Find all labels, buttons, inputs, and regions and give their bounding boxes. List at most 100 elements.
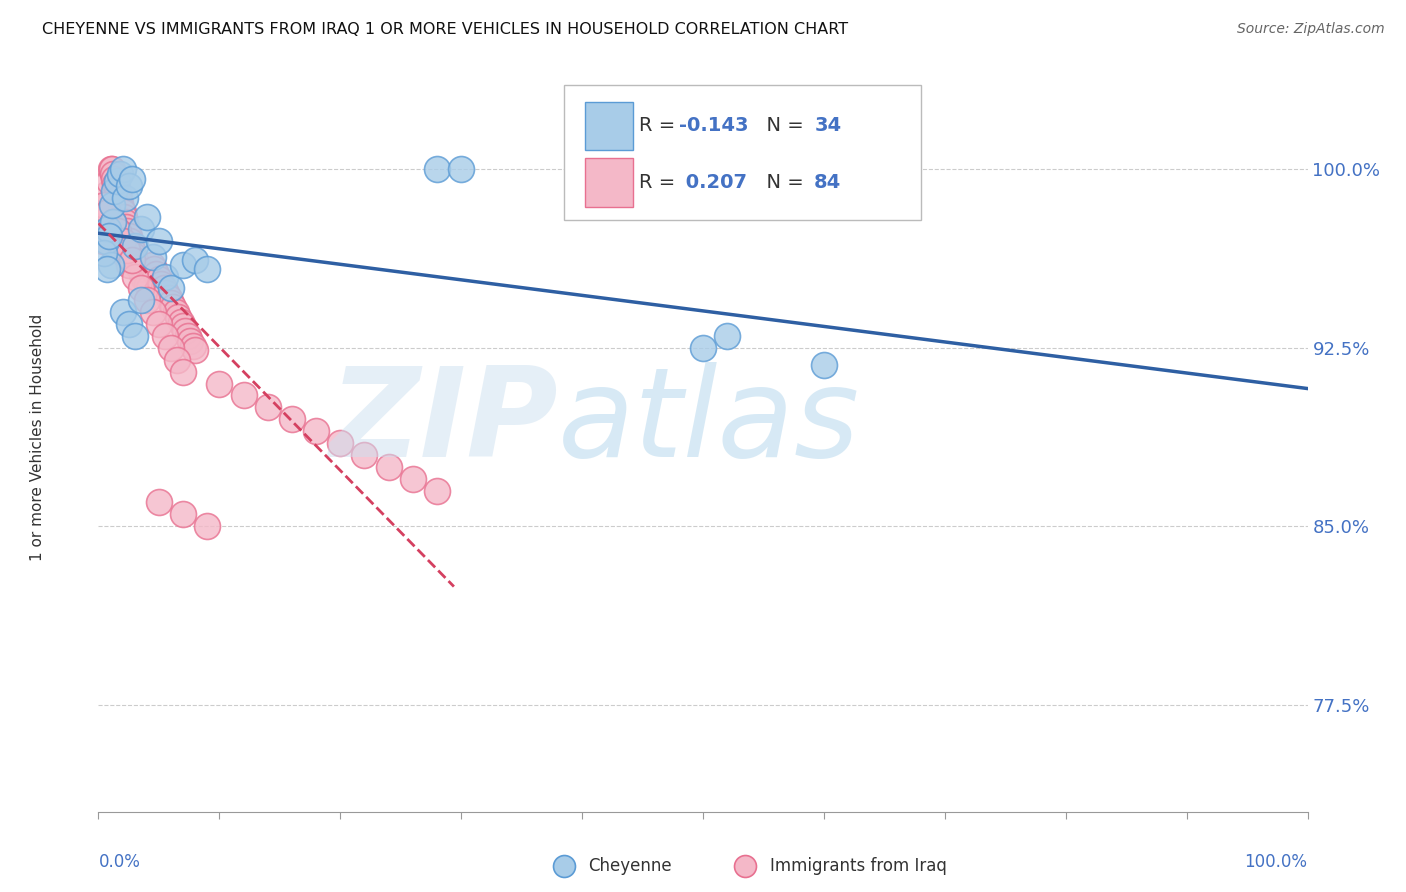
Immigrants from Iraq	[155, 286, 177, 301]
Text: 1 or more Vehicles in Household: 1 or more Vehicles in Household	[31, 313, 45, 561]
Immigrants from Iraq	[232, 388, 254, 402]
Immigrants from Iraq	[105, 234, 128, 248]
Cheyenne	[118, 179, 141, 194]
Cheyenne	[101, 215, 124, 229]
Cheyenne	[129, 293, 152, 308]
Cheyenne	[813, 358, 835, 372]
Immigrants from Iraq	[135, 293, 157, 308]
Cheyenne	[716, 329, 738, 343]
Immigrants from Iraq	[93, 198, 115, 212]
Immigrants from Iraq	[174, 324, 197, 338]
Text: -0.143: -0.143	[679, 117, 748, 136]
Text: 0.0%: 0.0%	[98, 853, 141, 871]
Text: 84: 84	[814, 173, 842, 192]
Cheyenne	[148, 234, 170, 248]
Immigrants from Iraq	[135, 277, 157, 291]
Cheyenne	[121, 172, 143, 186]
Text: N =: N =	[754, 173, 810, 192]
Text: Source: ZipAtlas.com: Source: ZipAtlas.com	[1237, 22, 1385, 37]
Immigrants from Iraq	[122, 248, 145, 262]
Immigrants from Iraq	[120, 238, 142, 252]
Immigrants from Iraq	[172, 508, 194, 522]
Immigrants from Iraq	[94, 210, 117, 224]
Immigrants from Iraq	[281, 412, 304, 426]
Immigrants from Iraq	[195, 519, 218, 533]
Immigrants from Iraq	[96, 198, 118, 212]
Immigrants from Iraq	[165, 305, 187, 319]
Immigrants from Iraq	[256, 401, 278, 415]
Immigrants from Iraq	[305, 424, 328, 438]
Immigrants from Iraq	[117, 244, 139, 258]
Immigrants from Iraq	[93, 222, 115, 236]
Cheyenne	[98, 229, 121, 244]
Immigrants from Iraq	[117, 224, 139, 238]
Immigrants from Iraq	[181, 338, 204, 352]
Immigrants from Iraq	[153, 329, 176, 343]
Text: R =: R =	[638, 117, 682, 136]
Immigrants from Iraq	[124, 269, 146, 284]
Immigrants from Iraq	[107, 224, 129, 238]
Immigrants from Iraq	[167, 310, 190, 324]
Immigrants from Iraq	[127, 258, 149, 272]
Immigrants from Iraq	[98, 174, 121, 188]
Immigrants from Iraq	[138, 281, 160, 295]
Cheyenne	[450, 162, 472, 177]
Immigrants from Iraq	[150, 277, 173, 291]
Immigrants from Iraq	[100, 162, 122, 177]
Cheyenne	[160, 281, 183, 295]
Immigrants from Iraq	[157, 291, 180, 305]
Immigrants from Iraq	[121, 252, 143, 267]
Immigrants from Iraq	[107, 186, 129, 201]
Immigrants from Iraq	[129, 281, 152, 295]
Immigrants from Iraq	[145, 267, 167, 281]
Immigrants from Iraq	[111, 205, 134, 219]
Immigrants from Iraq	[377, 459, 399, 474]
Immigrants from Iraq	[111, 245, 134, 260]
Cheyenne	[111, 162, 134, 177]
Immigrants from Iraq	[208, 376, 231, 391]
Immigrants from Iraq	[114, 215, 136, 229]
Cheyenne	[124, 329, 146, 343]
Immigrants from Iraq	[111, 234, 134, 248]
FancyBboxPatch shape	[585, 102, 633, 151]
Immigrants from Iraq	[426, 483, 449, 498]
Immigrants from Iraq	[148, 317, 170, 331]
Immigrants from Iraq	[97, 205, 120, 219]
Immigrants from Iraq	[402, 472, 425, 486]
Immigrants from Iraq	[108, 195, 131, 210]
Cheyenne	[129, 222, 152, 236]
Text: ZIP: ZIP	[329, 361, 558, 483]
Immigrants from Iraq	[141, 258, 163, 272]
Immigrants from Iraq	[179, 334, 201, 348]
Immigrants from Iraq	[169, 315, 191, 329]
Immigrants from Iraq	[118, 229, 141, 244]
Cheyenne	[100, 198, 122, 212]
Immigrants from Iraq	[101, 215, 124, 229]
Immigrants from Iraq	[160, 295, 183, 310]
Immigrants from Iraq	[100, 222, 122, 236]
Cheyenne	[94, 234, 117, 248]
Immigrants from Iraq	[184, 343, 207, 358]
Immigrants from Iraq	[162, 301, 184, 315]
Immigrants from Iraq	[115, 219, 138, 234]
Cheyenne	[103, 184, 125, 198]
Immigrants from Iraq	[172, 365, 194, 379]
Immigrants from Iraq	[91, 234, 114, 248]
Immigrants from Iraq	[160, 341, 183, 355]
Cheyenne	[105, 174, 128, 188]
Immigrants from Iraq	[121, 244, 143, 258]
Cheyenne	[184, 252, 207, 267]
Immigrants from Iraq	[177, 329, 200, 343]
Immigrants from Iraq	[118, 234, 141, 248]
Cheyenne	[93, 245, 115, 260]
Text: Immigrants from Iraq: Immigrants from Iraq	[769, 856, 946, 875]
Cheyenne	[97, 222, 120, 236]
Immigrants from Iraq	[128, 262, 150, 277]
Immigrants from Iraq	[97, 186, 120, 201]
Immigrants from Iraq	[152, 281, 174, 295]
Immigrants from Iraq	[110, 201, 132, 215]
Cheyenne	[124, 238, 146, 252]
Cheyenne	[96, 262, 118, 277]
Immigrants from Iraq	[329, 436, 352, 450]
Cheyenne	[111, 305, 134, 319]
